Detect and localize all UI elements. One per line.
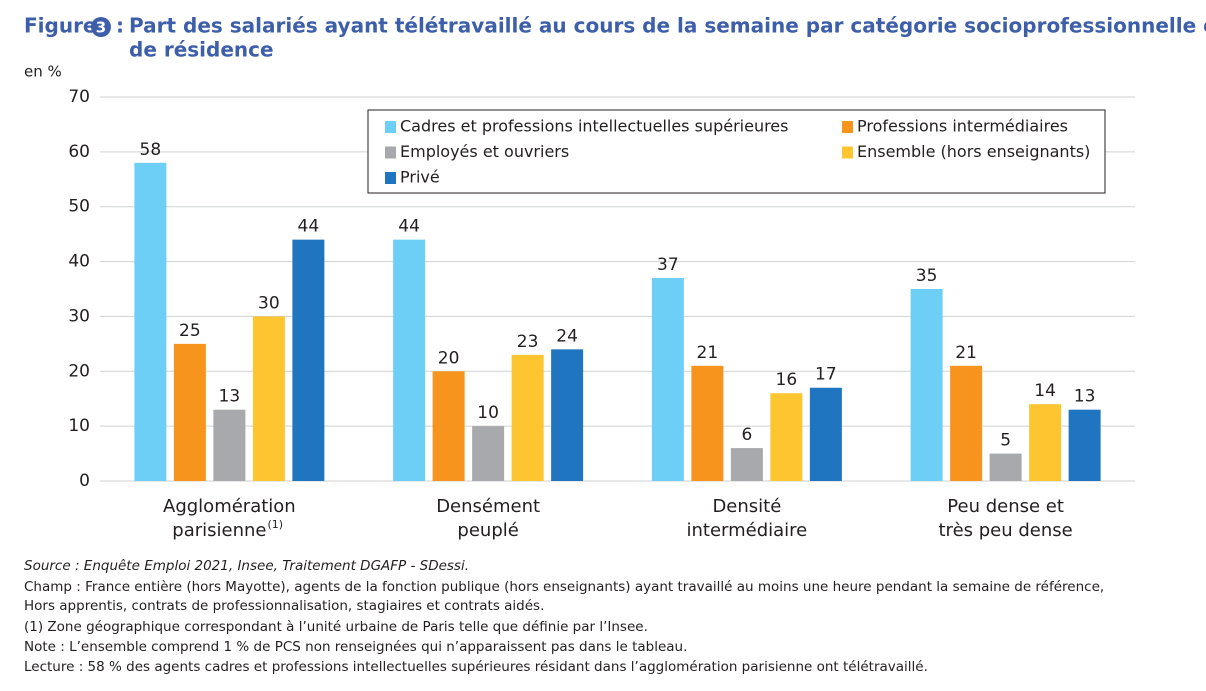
- figure-number-badge: [91, 17, 111, 37]
- legend-swatch: [842, 121, 853, 133]
- data-label: 44: [398, 217, 420, 237]
- category-note: (1): [267, 518, 283, 531]
- legend-swatch: [385, 172, 396, 184]
- bar: [393, 239, 426, 481]
- y-unit: en %: [24, 63, 62, 81]
- bar: [770, 393, 803, 481]
- footnote: Source : Enquête Emploi 2021, Insee, Tra…: [24, 558, 469, 574]
- bar: [730, 448, 763, 481]
- y-tick-label: 10: [68, 416, 90, 436]
- legend-swatch: [842, 146, 853, 159]
- title-separator: :: [116, 14, 124, 38]
- footnote: Hors apprentis, contrats de professionna…: [24, 598, 544, 614]
- legend-label: Privé: [400, 168, 440, 187]
- y-tick-label: 30: [68, 306, 90, 326]
- data-label: 13: [219, 387, 241, 407]
- data-label: 6: [741, 425, 752, 445]
- data-label: 25: [179, 321, 201, 341]
- legend-box: [367, 109, 1106, 194]
- legend-swatch: [385, 121, 396, 133]
- data-label: 17: [815, 365, 837, 385]
- x-tick-label: Densité: [712, 496, 781, 517]
- bar: [809, 387, 842, 481]
- bar: [134, 162, 167, 482]
- bar: [691, 365, 724, 481]
- figure-number: 3: [96, 19, 106, 37]
- legend-label: Professions intermédiaires: [857, 117, 1068, 136]
- data-label: 23: [517, 332, 539, 352]
- figure-label: Figure: [24, 14, 97, 38]
- x-tick-label: Agglomération: [163, 496, 296, 517]
- bar: [551, 349, 584, 481]
- data-label: 20: [438, 348, 460, 368]
- x-tick-label: Peu dense et: [947, 496, 1064, 517]
- data-label: 21: [697, 343, 719, 363]
- y-tick-label: 40: [68, 252, 90, 272]
- legend-label: Ensemble (hors enseignants): [857, 142, 1090, 161]
- bar: [292, 239, 325, 481]
- x-tick-label: Densément: [436, 496, 540, 517]
- data-label: 35: [916, 266, 938, 286]
- data-label: 13: [1074, 387, 1096, 407]
- data-label: 58: [140, 140, 162, 160]
- bar: [173, 343, 206, 481]
- bar: [213, 409, 246, 481]
- bar: [651, 278, 684, 481]
- bar: [432, 371, 465, 481]
- chart-title: Part des salariés ayant télétravaillé au…: [129, 14, 1206, 38]
- y-tick-label: 0: [79, 471, 90, 491]
- data-label: 30: [258, 293, 280, 313]
- footnote: Lecture : 58 % des agents cadres et prof…: [24, 659, 928, 675]
- footnote: Note : L’ensemble comprend 1 % de PCS no…: [24, 639, 687, 655]
- data-label: 44: [298, 217, 320, 237]
- bar: [950, 365, 983, 481]
- x-tick-label: parisienne: [172, 520, 266, 541]
- bar: [1029, 404, 1062, 481]
- chart-title: de résidence: [129, 38, 274, 62]
- legend-swatch: [385, 146, 396, 159]
- legend-label: Cadres et professions intellectuelles su…: [400, 117, 788, 136]
- data-label: 21: [955, 343, 977, 363]
- bar: [910, 289, 943, 481]
- data-label: 14: [1034, 381, 1056, 401]
- data-label: 5: [1000, 431, 1011, 451]
- bar: [511, 354, 544, 481]
- x-tick-label: intermédiaire: [686, 520, 807, 541]
- bar: [252, 316, 285, 481]
- y-tick-label: 70: [68, 87, 90, 107]
- legend-label: Employés et ouvriers: [400, 142, 569, 161]
- bar: [1068, 409, 1101, 481]
- x-tick-label: peuplé: [457, 520, 518, 541]
- y-tick-label: 20: [68, 361, 90, 381]
- data-label: 10: [477, 403, 499, 423]
- bar: [472, 426, 505, 481]
- data-label: 24: [556, 326, 578, 346]
- y-tick-label: 50: [68, 197, 90, 217]
- x-tick-label: très peu dense: [939, 520, 1073, 541]
- data-label: 16: [776, 370, 798, 390]
- data-label: 37: [657, 255, 679, 275]
- y-tick-label: 60: [68, 142, 90, 162]
- footnote: Champ : France entière (hors Mayotte), a…: [24, 579, 1104, 595]
- bar: [989, 453, 1022, 481]
- footnote: (1) Zone géographique correspondant à l’…: [24, 619, 648, 635]
